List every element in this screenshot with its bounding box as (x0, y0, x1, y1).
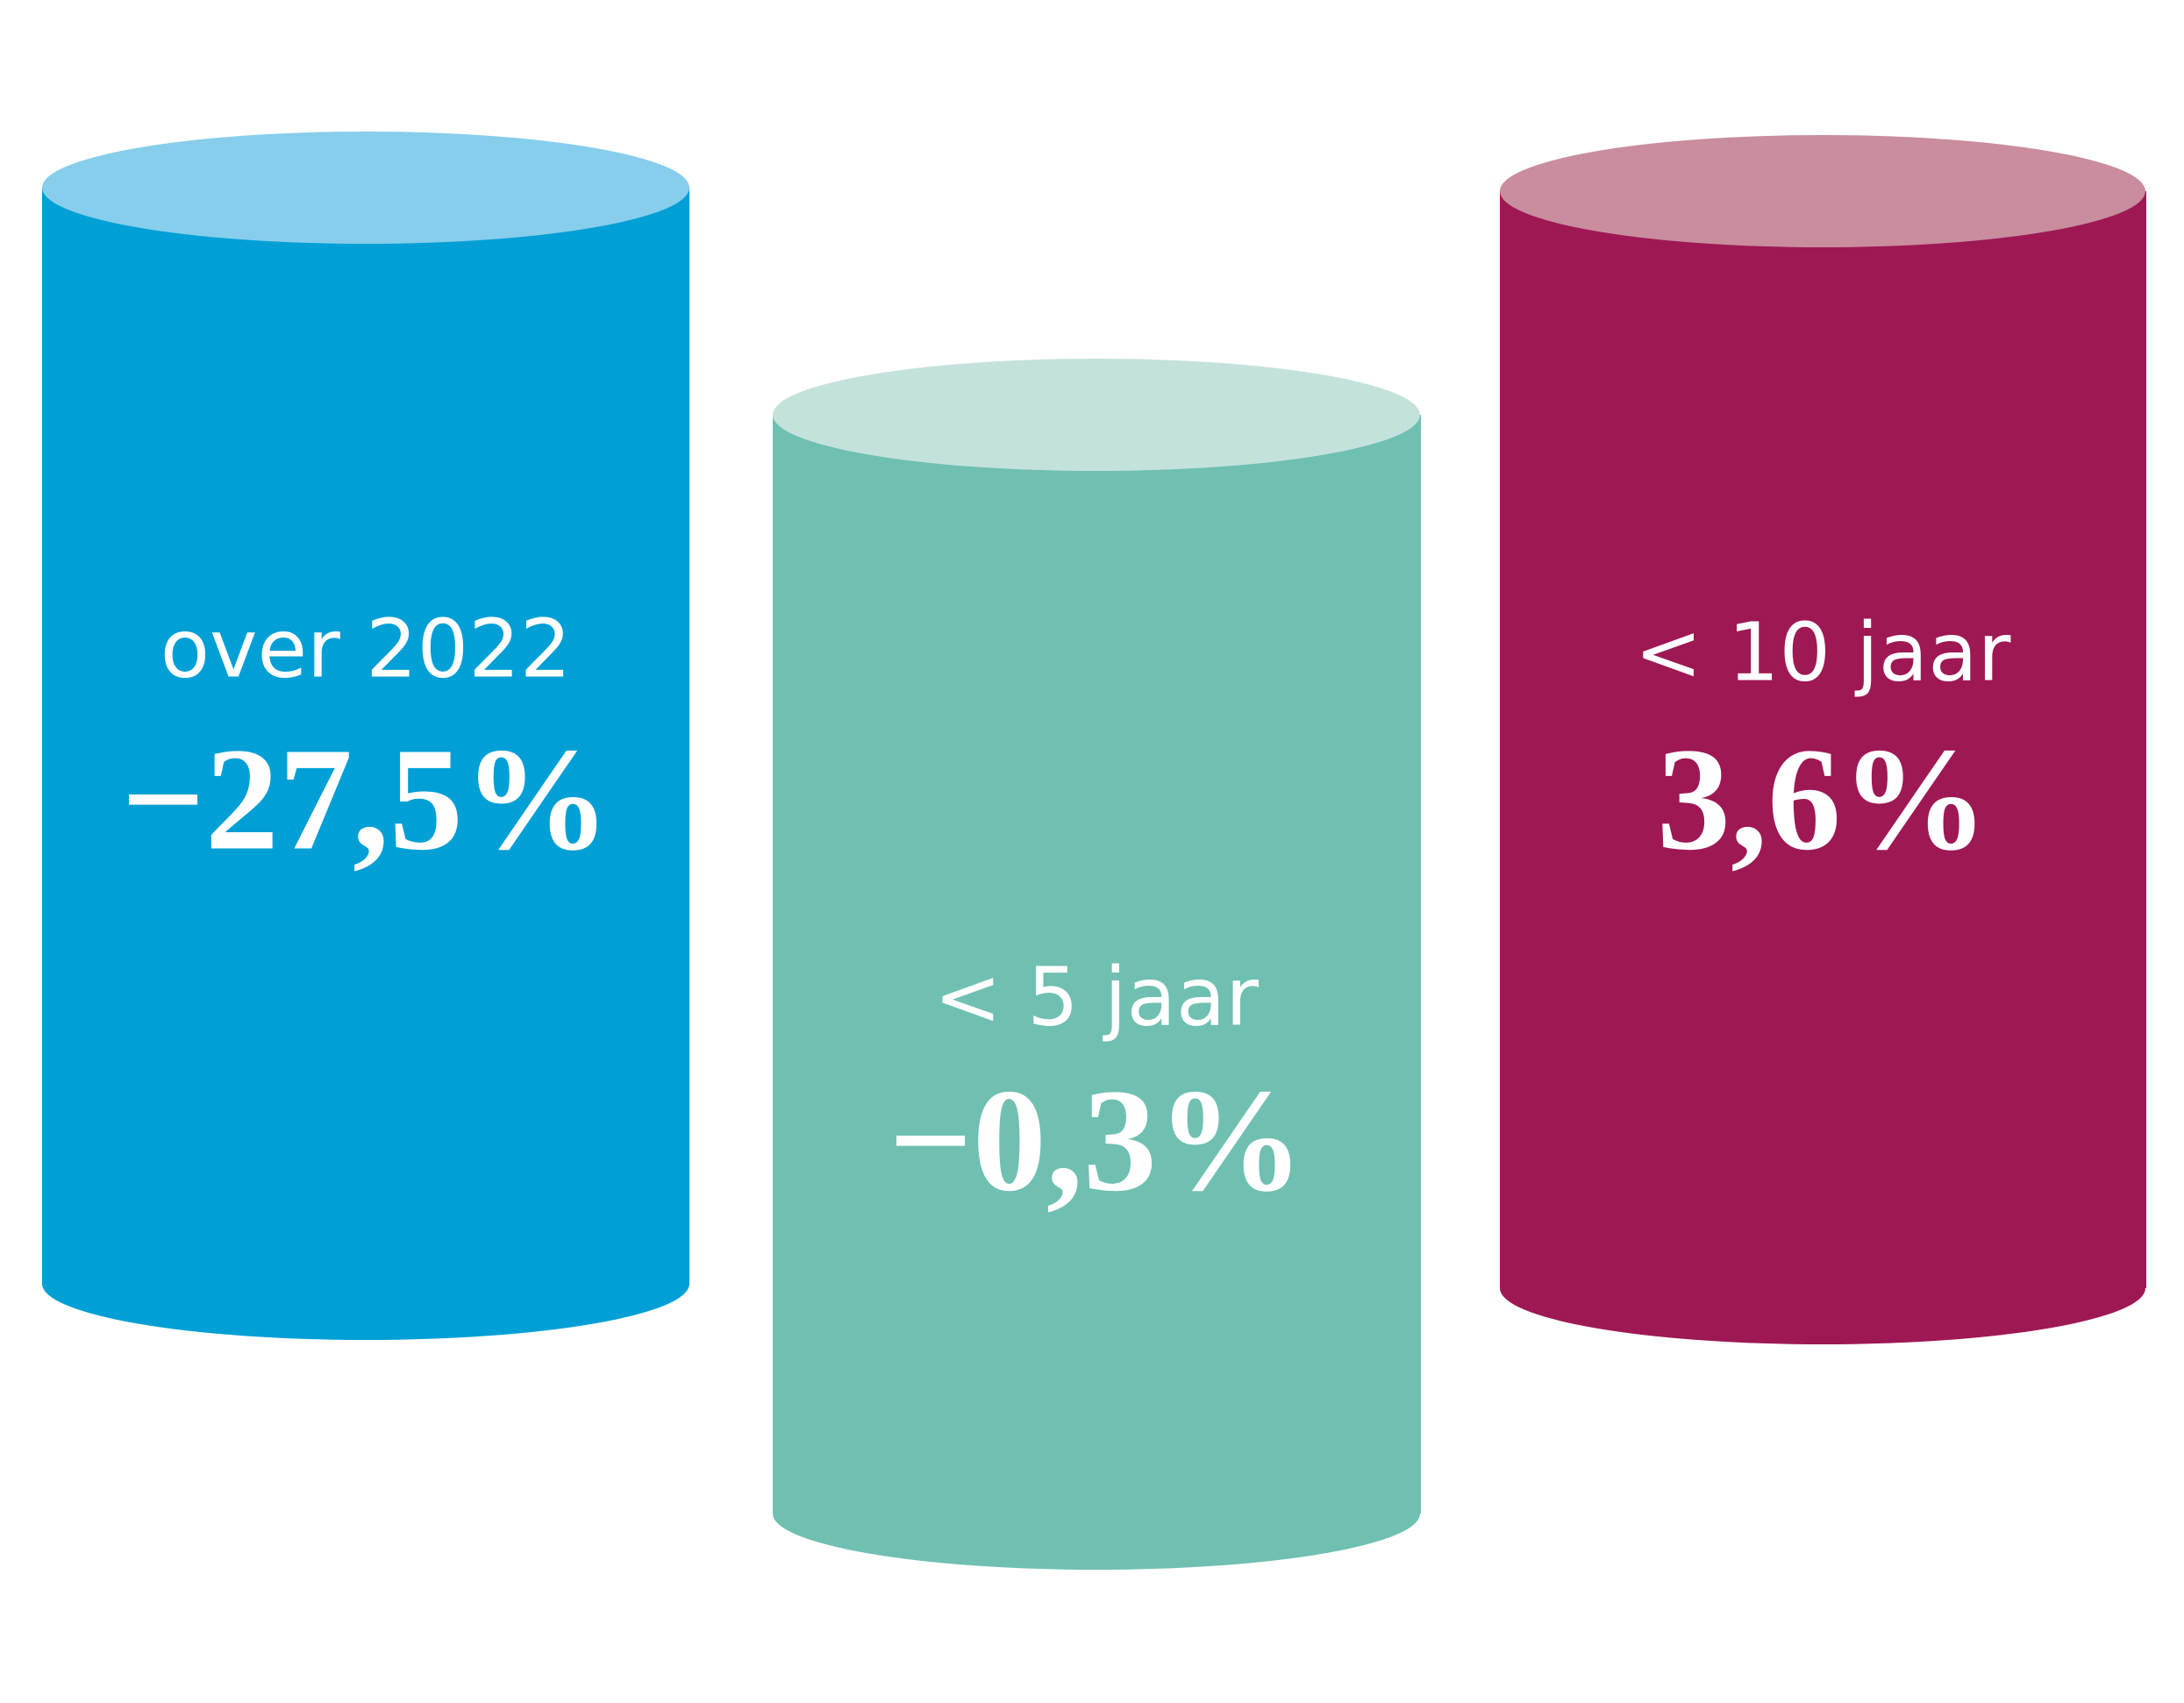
item-label: < 10 jaar (1635, 605, 2011, 699)
cylinder: < 5 jaar −0,3% (773, 359, 1421, 1570)
item-label: < 5 jaar (934, 950, 1259, 1044)
item-value: −27,5% (121, 718, 610, 881)
cylinder-base (773, 1457, 1420, 1570)
item-value: 3,6% (1657, 718, 1988, 881)
item-label: over 2022 (161, 602, 572, 695)
cylinder-base (42, 1228, 689, 1340)
cylinder-top (773, 359, 1420, 471)
cylinder-top (42, 132, 689, 244)
cylinder-top (1500, 135, 2145, 247)
cylinder-body (42, 188, 689, 1284)
cylinder: < 10 jaar 3,6% (1500, 135, 2146, 1344)
cylinder-body (1500, 191, 2146, 1288)
item-value: −0,3% (889, 1059, 1304, 1222)
cylinder-base (1500, 1232, 2145, 1344)
cylinder: over 2022 −27,5% (42, 132, 689, 1340)
cylinder-body (773, 415, 1421, 1514)
